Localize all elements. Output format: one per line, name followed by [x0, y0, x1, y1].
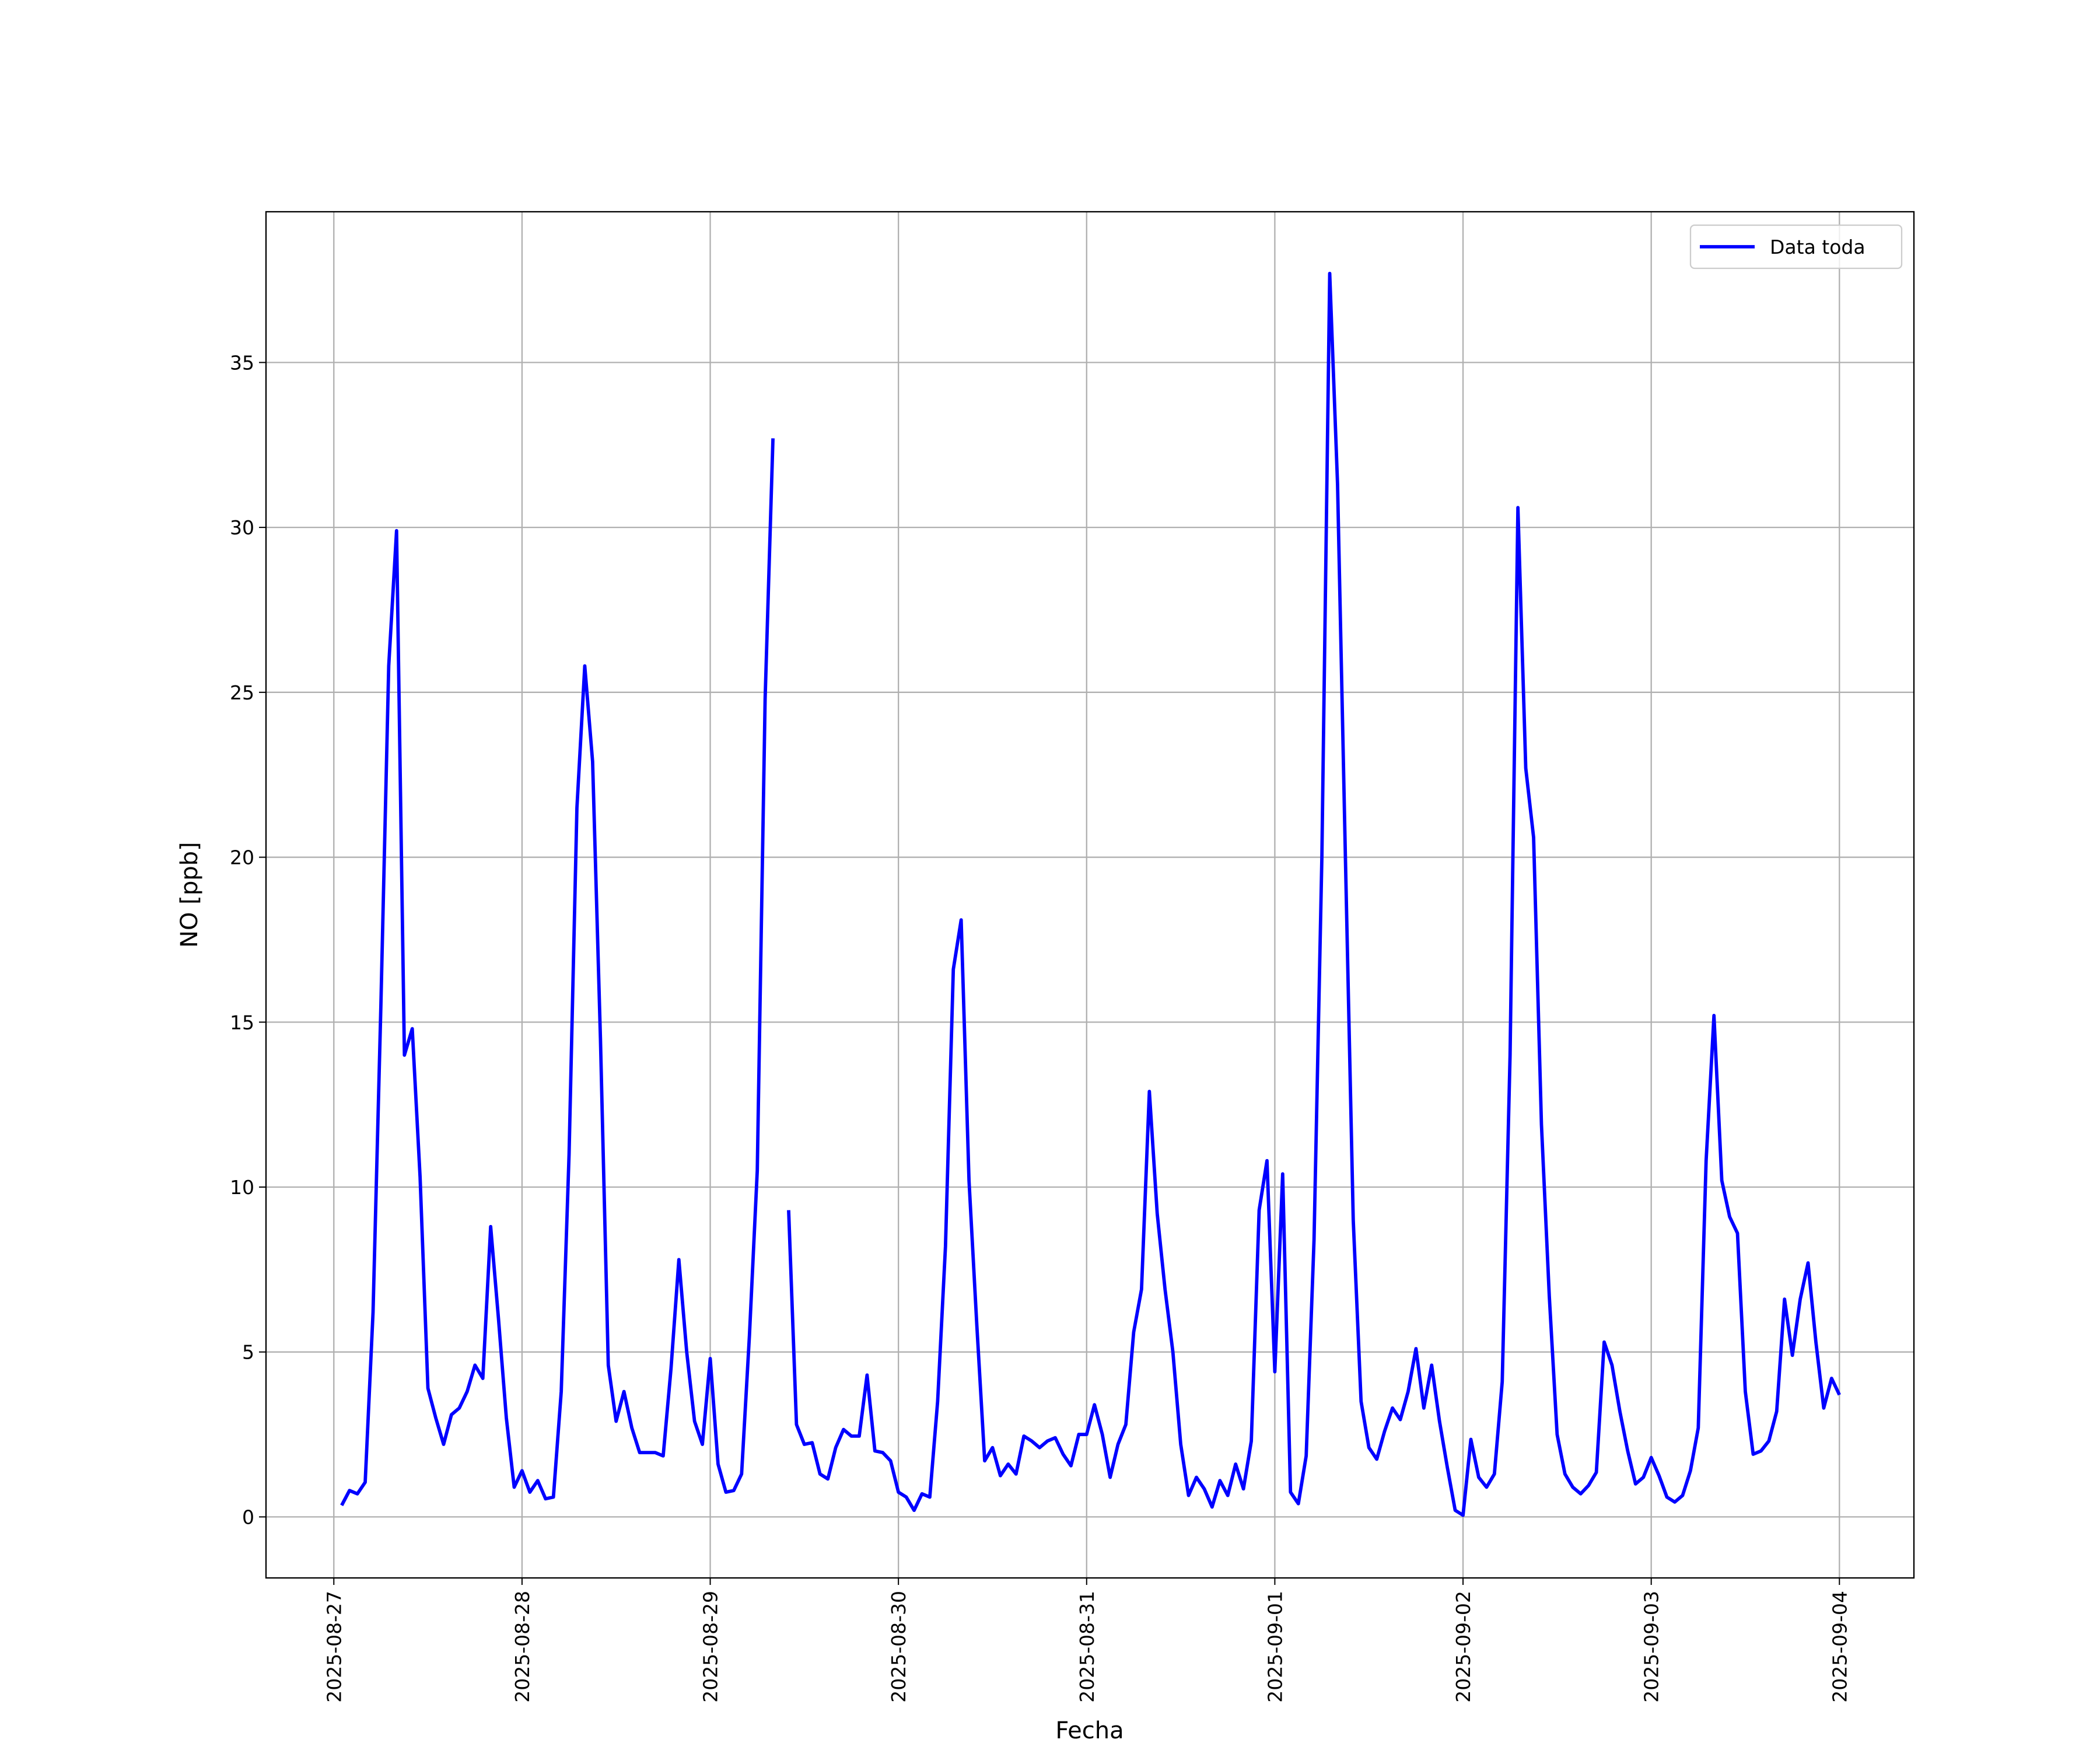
x-tick-label: 2025-08-30 [887, 1591, 910, 1703]
x-tick-label: 2025-09-01 [1264, 1591, 1286, 1703]
y-axis-label: NO [ppb] [176, 842, 203, 948]
y-tick-label: 35 [230, 351, 254, 374]
y-tick-label: 10 [230, 1176, 254, 1199]
legend: Data toda [1689, 224, 1903, 270]
legend-box [1689, 224, 1903, 270]
y-tick-label: 20 [230, 846, 254, 869]
x-tick-label: 2025-08-28 [511, 1591, 534, 1703]
y-tick-label: 30 [230, 516, 254, 539]
legend-label: Data toda [1770, 236, 1866, 258]
x-tick-label: 2025-08-29 [699, 1591, 722, 1703]
x-axis-label: Fecha [1055, 1717, 1124, 1744]
y-tick-label: 25 [230, 681, 254, 704]
x-tick-label: 2025-08-31 [1076, 1591, 1098, 1703]
data-line [340, 271, 1841, 1517]
x-tick-label: 2025-09-02 [1452, 1591, 1475, 1703]
x-tick-label: 2025-08-27 [323, 1591, 345, 1703]
x-tick-label: 2025-09-03 [1640, 1591, 1663, 1703]
x-tick-label: 2025-09-04 [1828, 1591, 1851, 1703]
plot-frame [265, 211, 1915, 1579]
y-tick-label: 0 [242, 1506, 254, 1528]
y-tick-label: 15 [230, 1011, 254, 1034]
y-tick-label: 5 [242, 1341, 254, 1364]
